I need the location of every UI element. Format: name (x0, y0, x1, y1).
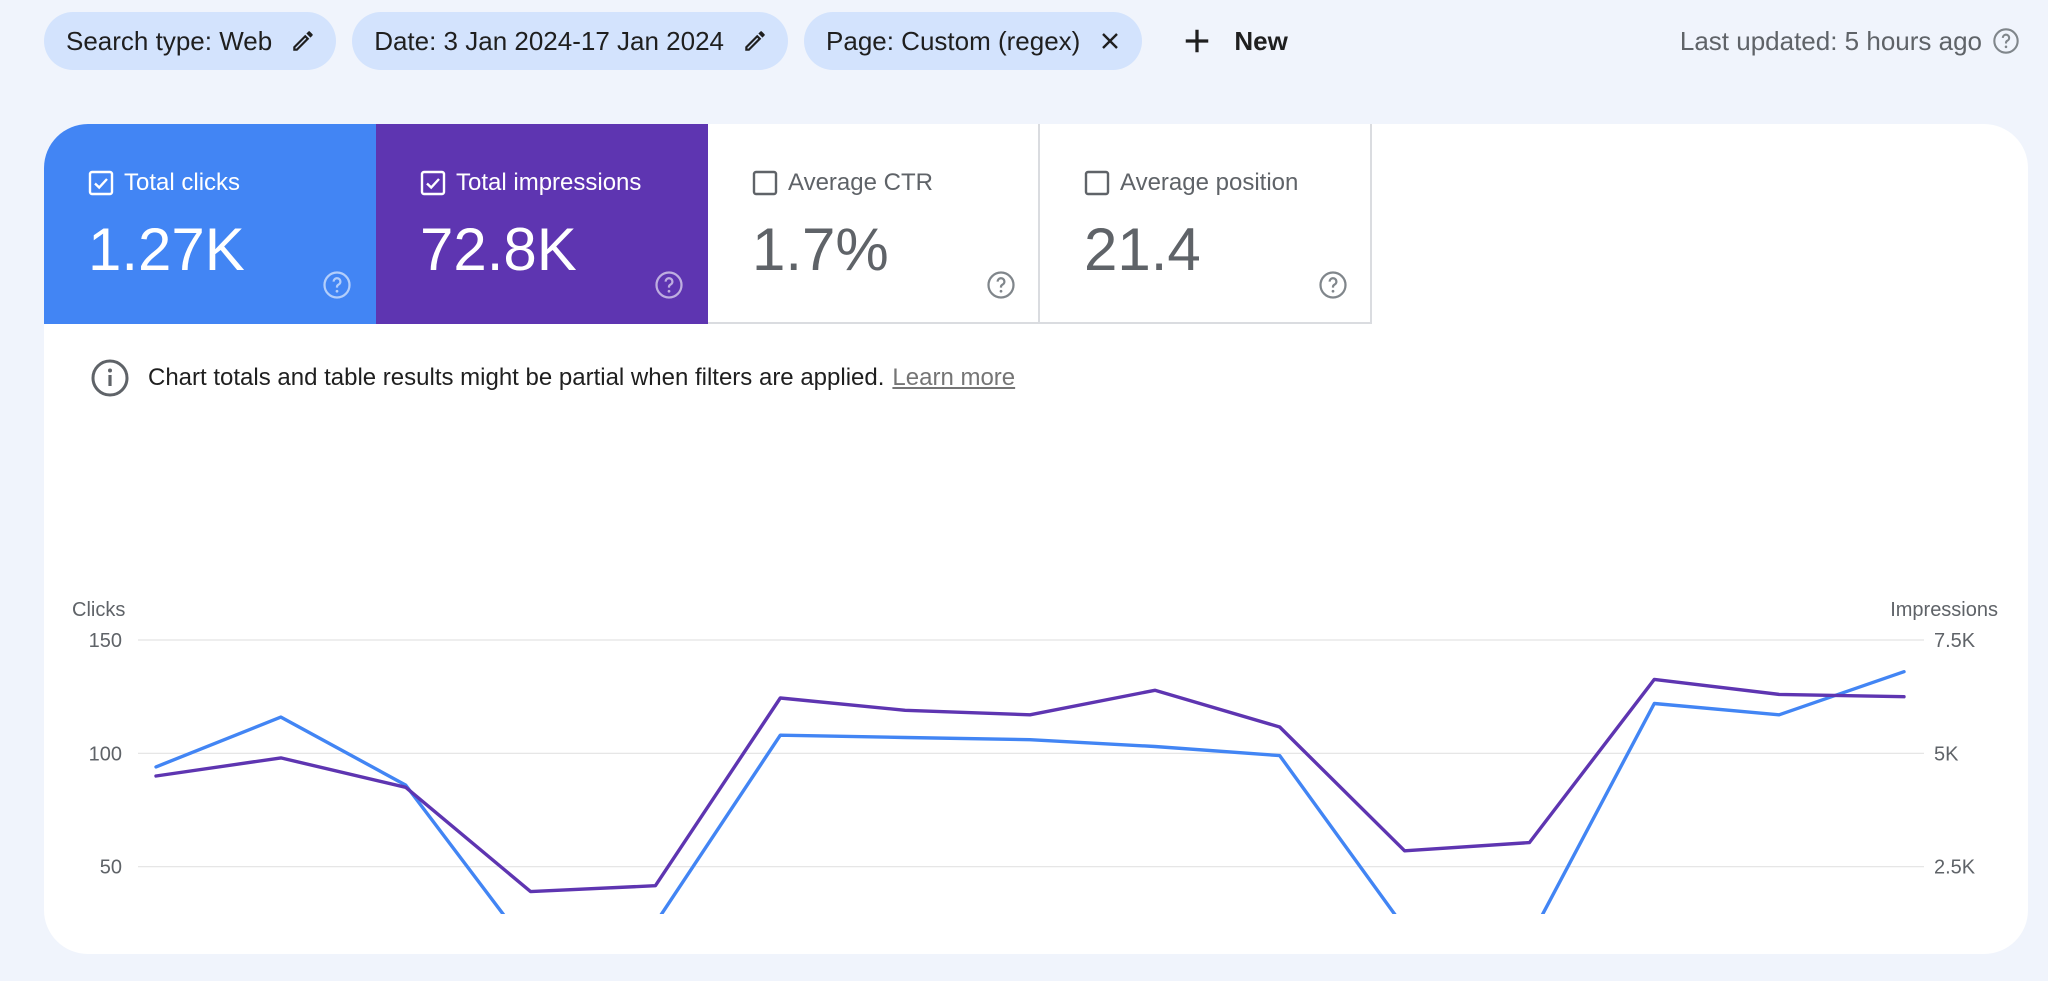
search-type-chip[interactable]: Search type: Web (44, 12, 337, 70)
metric-tiles: Total clicks 1.27K Total impressions 72.… (44, 124, 1372, 324)
close-icon[interactable] (1098, 29, 1122, 53)
clicks-series-line (154, 669, 1906, 914)
total-impressions-label: Total impressions (456, 169, 642, 196)
y-axis-left-label: Clicks (72, 599, 125, 621)
y-left-tick-label: 50 (100, 857, 122, 879)
performance-chart: Clicks Impressions 00502.5K1005K1507.5K0… (72, 599, 1998, 914)
average-position-tile[interactable]: Average position 21.4 (1040, 124, 1372, 324)
checked-checkbox-icon[interactable] (420, 170, 446, 196)
search-type-label: Search type: Web (66, 25, 273, 56)
help-icon[interactable] (1318, 270, 1348, 300)
notice-text: Chart totals and table results might be … (148, 364, 885, 391)
help-icon[interactable] (322, 270, 352, 300)
y-left-tick-label: 150 (89, 630, 122, 652)
y-right-tick-label: 5K (1934, 743, 1959, 765)
y-left-tick-label: 100 (89, 743, 122, 765)
total-clicks-value: 1.27K (88, 216, 245, 283)
info-icon (90, 358, 130, 398)
help-icon[interactable] (654, 270, 684, 300)
total-impressions-value: 72.8K (420, 216, 577, 283)
performance-card: Total clicks 1.27K Total impressions 72.… (44, 124, 2028, 954)
average-position-value: 21.4 (1084, 216, 1201, 283)
partial-data-notice: Chart totals and table results might be … (90, 358, 1015, 398)
total-clicks-tile[interactable]: Total clicks 1.27K (44, 124, 376, 324)
new-filter-label: New (1234, 25, 1288, 56)
checked-checkbox-icon[interactable] (88, 170, 114, 196)
impressions-series-line (154, 677, 1906, 894)
y-right-tick-label: 2.5K (1934, 857, 1976, 879)
new-filter-button[interactable]: New (1162, 12, 1307, 70)
date-chip[interactable]: Date: 3 Jan 2024-17 Jan 2024 (352, 12, 789, 70)
unchecked-checkbox-icon[interactable] (752, 170, 778, 196)
edit-icon[interactable] (742, 28, 768, 54)
y-right-tick-label: 7.5K (1934, 630, 1976, 652)
average-ctr-value: 1.7% (752, 216, 889, 283)
edit-icon[interactable] (290, 28, 316, 54)
date-label: Date: 3 Jan 2024-17 Jan 2024 (374, 25, 725, 56)
total-clicks-label: Total clicks (124, 169, 241, 196)
total-impressions-tile[interactable]: Total impressions 72.8K (376, 124, 708, 324)
help-icon[interactable] (1992, 27, 2020, 55)
filter-bar: Search type: Web Date: 3 Jan 2024-17 Jan… (44, 11, 2020, 71)
unchecked-checkbox-icon[interactable] (1084, 170, 1110, 196)
y-axis-right-label: Impressions (1890, 599, 1998, 621)
average-ctr-label: Average CTR (788, 169, 933, 196)
help-icon[interactable] (986, 270, 1016, 300)
page-filter-label: Page: Custom (regex) (826, 25, 1081, 56)
page-filter-chip[interactable]: Page: Custom (regex) (804, 12, 1143, 70)
last-updated: Last updated: 5 hours ago (1680, 26, 2020, 57)
learn-more-link[interactable]: Learn more (892, 364, 1016, 391)
plus-icon (1182, 26, 1212, 56)
average-ctr-tile[interactable]: Average CTR 1.7% (708, 124, 1040, 324)
last-updated-text: Last updated: 5 hours ago (1679, 25, 1982, 56)
average-position-label: Average position (1120, 169, 1299, 196)
